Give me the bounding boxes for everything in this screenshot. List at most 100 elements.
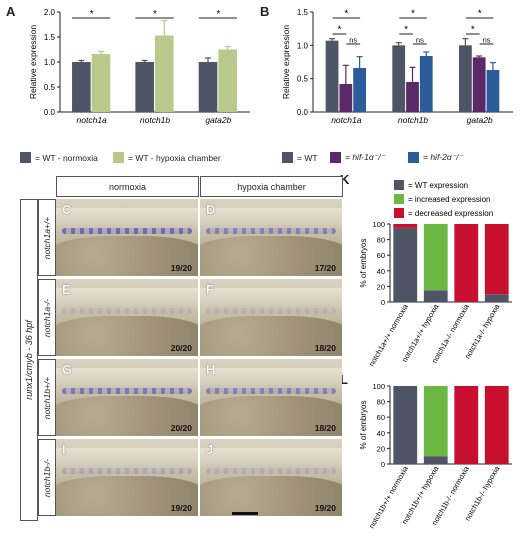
notochord-region bbox=[56, 448, 198, 466]
legend-label: = WT - hypoxia chamber bbox=[128, 152, 221, 163]
sig-marker: * bbox=[411, 9, 415, 20]
sig-marker: ns bbox=[483, 36, 491, 45]
col-head-hypoxia: hypoxia chamber bbox=[200, 176, 343, 197]
legend-b-wt: = WT bbox=[282, 152, 318, 163]
stain-signal bbox=[206, 388, 336, 395]
bar-segment bbox=[484, 224, 509, 295]
legend-label: = WT - normoxia bbox=[35, 152, 98, 163]
yolk-region bbox=[56, 395, 198, 436]
y-tick-label: 1.0 bbox=[297, 41, 309, 50]
x-tick-label: notch1b bbox=[398, 115, 429, 125]
sig-marker: ns bbox=[349, 36, 357, 45]
y-axis-label: % of embryos bbox=[359, 401, 368, 450]
sig-marker: * bbox=[337, 25, 341, 36]
bar bbox=[392, 45, 406, 113]
y-tick-label: 0.5 bbox=[297, 75, 309, 84]
y-tick-label: 60 bbox=[377, 413, 385, 422]
yolk-region bbox=[56, 315, 198, 356]
embryo-count: 17/20 bbox=[314, 263, 336, 273]
notochord-region bbox=[200, 208, 342, 226]
stain-signal bbox=[206, 468, 336, 475]
micrograph-label: I bbox=[62, 442, 66, 457]
bar-segment bbox=[393, 386, 418, 464]
bar bbox=[406, 82, 419, 112]
micrograph-label: D bbox=[206, 202, 216, 217]
micrograph-label: C bbox=[62, 202, 72, 217]
y-tick-label: 1.0 bbox=[44, 58, 56, 67]
micrograph-label: J bbox=[206, 442, 214, 457]
side-label: runx1/cmyb - 36 hpf bbox=[20, 199, 38, 521]
bar bbox=[486, 70, 500, 112]
row-head-notch1b-ko: notch1b-/- bbox=[38, 439, 56, 516]
bar bbox=[419, 56, 433, 112]
row-head-notch1a-wt: notch1a+/+ bbox=[38, 199, 56, 276]
embryo-count: 19/20 bbox=[170, 263, 192, 273]
notochord-region bbox=[200, 368, 342, 386]
sig-marker: * bbox=[216, 9, 220, 20]
y-axis-label: % of embryos bbox=[359, 239, 368, 288]
x-tick-label: notch1a bbox=[77, 115, 108, 125]
y-tick-label: 0 bbox=[381, 460, 385, 469]
bar-segment bbox=[454, 386, 479, 464]
y-tick-label: 20 bbox=[377, 444, 385, 453]
stain-signal bbox=[62, 228, 192, 235]
micrograph-label: G bbox=[62, 362, 73, 377]
y-axis-label: Relative expression bbox=[281, 25, 291, 99]
scale-bar bbox=[232, 512, 258, 515]
legend-label: = increased expression bbox=[408, 195, 491, 204]
bar-segment bbox=[454, 224, 479, 302]
yolk-region bbox=[56, 475, 198, 516]
x-tick-label: notch1b bbox=[140, 115, 171, 125]
notochord-region bbox=[56, 288, 198, 306]
bar bbox=[339, 84, 353, 112]
y-tick-label: 20 bbox=[377, 282, 385, 291]
notochord-region bbox=[56, 368, 198, 386]
bar-segment bbox=[484, 294, 509, 302]
micrograph-label: F bbox=[206, 282, 214, 297]
bar bbox=[72, 62, 91, 112]
sig-marker: * bbox=[471, 25, 475, 36]
row-head-notch1b-wt: notch1b+/+ bbox=[38, 359, 56, 436]
y-axis-label: Relative expression bbox=[28, 25, 38, 99]
y-tick-label: 1.5 bbox=[44, 33, 56, 42]
legend-b-hif1a: = hif-1α⁻/⁻ bbox=[330, 152, 385, 163]
legend-swatch bbox=[20, 152, 31, 163]
legend-swatch bbox=[408, 152, 419, 163]
embryo-count: 20/20 bbox=[170, 343, 192, 353]
yolk-region bbox=[200, 315, 342, 356]
sig-marker: ns bbox=[416, 36, 424, 45]
micrograph-f: F 18/20 bbox=[200, 279, 342, 356]
panel-letter-a: A bbox=[6, 4, 16, 19]
micrograph-h: H 18/20 bbox=[200, 359, 342, 436]
micrograph-e: E 20/20 bbox=[56, 279, 198, 356]
bar bbox=[135, 62, 154, 112]
row-label: notch1b-/- bbox=[42, 458, 52, 497]
embryo-count: 19/20 bbox=[170, 503, 192, 513]
legend-swatch bbox=[330, 152, 341, 163]
legend-swatch bbox=[113, 152, 124, 163]
legend-label: = WT bbox=[297, 152, 318, 163]
y-tick-label: 80 bbox=[377, 236, 385, 245]
embryo-count: 18/20 bbox=[314, 343, 336, 353]
y-tick-label: 0 bbox=[381, 298, 385, 307]
chart-a: 0.0 0.5 1.0 1.5 2.0 Relative expression notch1… bbox=[28, 8, 250, 125]
panel-letter-l: L bbox=[340, 372, 348, 387]
legend-a-normoxia: = WT - normoxia bbox=[20, 152, 98, 163]
bar-segment bbox=[423, 456, 448, 464]
y-tick-label: 1.5 bbox=[297, 8, 309, 17]
legend-swatch bbox=[394, 180, 404, 190]
stain-signal bbox=[206, 228, 336, 235]
bar bbox=[472, 57, 486, 112]
legend-swatch bbox=[394, 208, 404, 218]
sig-marker: * bbox=[404, 25, 408, 36]
legend-label: = hif-2α⁻/⁻ bbox=[423, 152, 464, 162]
y-tick-label: 100 bbox=[372, 220, 385, 229]
row-label: notch1a-/- bbox=[42, 298, 52, 337]
bar-segment bbox=[423, 224, 448, 291]
y-tick-label: 0.0 bbox=[44, 108, 56, 117]
bar-segment bbox=[423, 386, 448, 457]
y-tick-label: 0.0 bbox=[297, 108, 309, 117]
stain-signal bbox=[62, 388, 192, 395]
